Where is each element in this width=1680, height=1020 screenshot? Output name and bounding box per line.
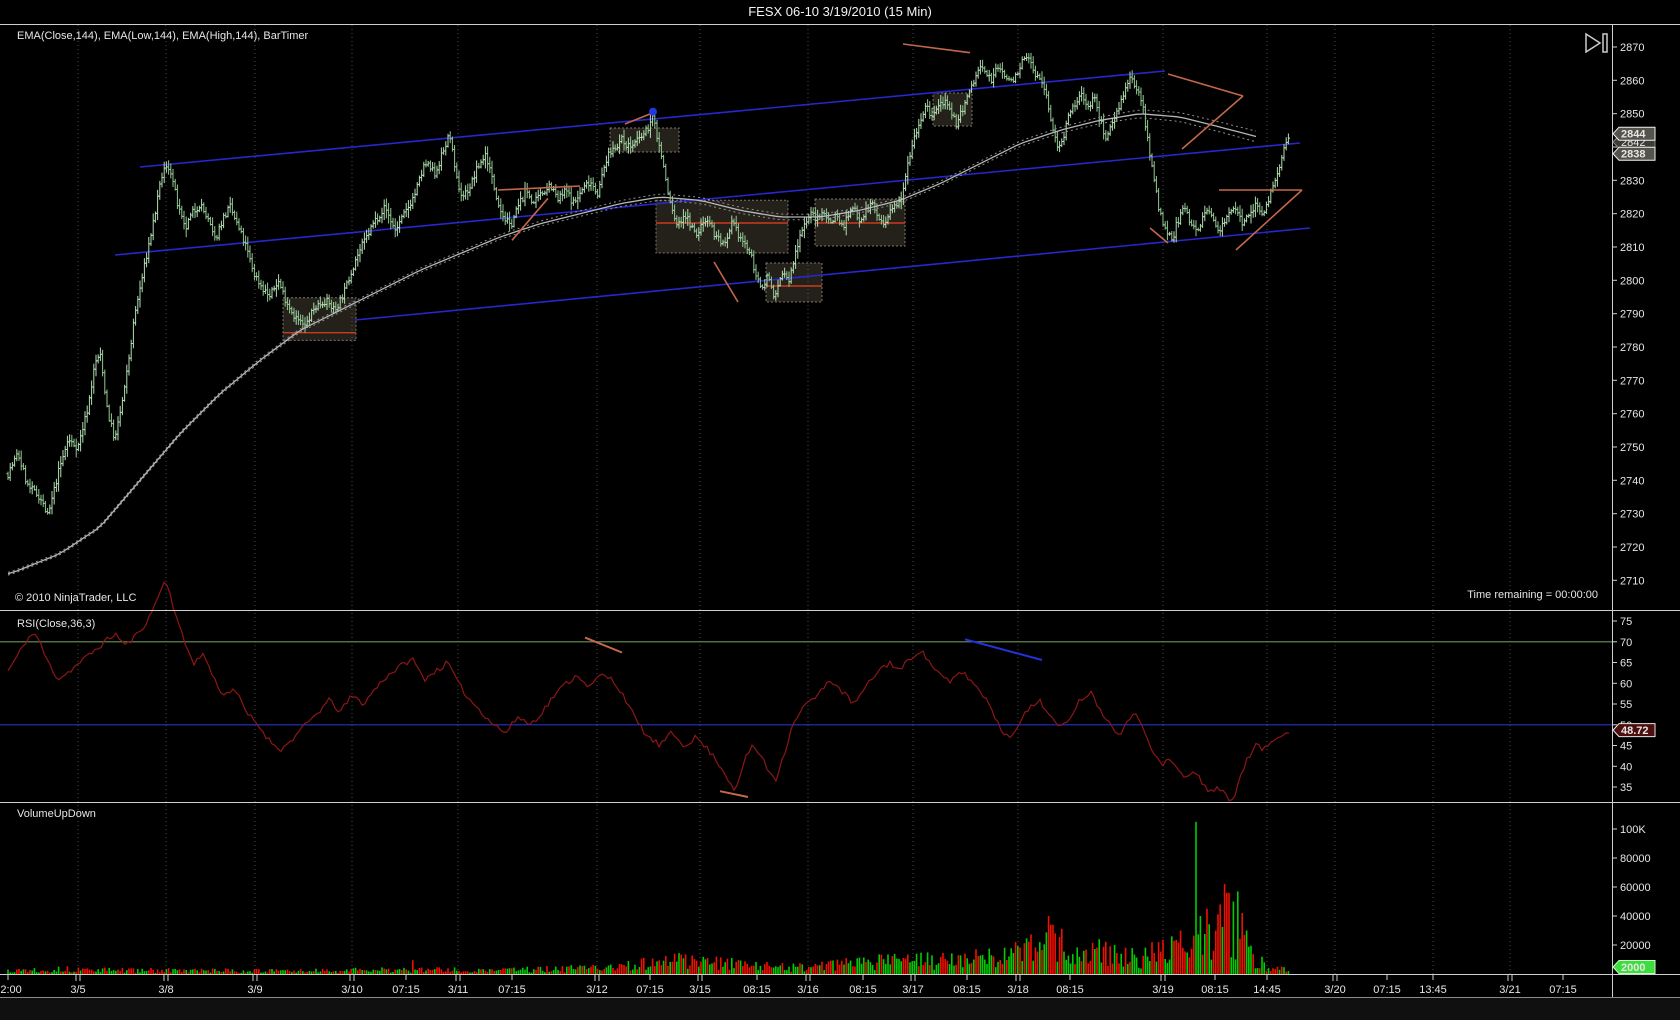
rsi-axis[interactable]: 354045505560657075 <box>1612 616 1632 794</box>
rsi-tick-label: 35 <box>1620 782 1632 794</box>
price-panel-legend: EMA(Close,144), EMA(Low,144), EMA(High,1… <box>17 30 309 42</box>
price-marker: 2838 <box>1612 146 1656 161</box>
time-tick-label: 3/11 <box>448 984 469 996</box>
price-tick-label: 2790 <box>1620 309 1644 321</box>
rsi-tick-label: 70 <box>1620 637 1632 649</box>
rsi-levels <box>0 641 1612 726</box>
svg-text:2844: 2844 <box>1621 129 1646 141</box>
chart-window-title: FESX 06-10 3/19/2010 (15 Min) <box>748 4 932 19</box>
time-tick-label: 13:45 <box>1419 984 1447 996</box>
price-annotations[interactable] <box>497 43 1303 303</box>
price-tick-label: 2810 <box>1620 242 1644 254</box>
time-tick-label: 08:15 <box>953 984 981 996</box>
price-tick-label: 2750 <box>1620 442 1644 454</box>
ema-band <box>7 109 1257 576</box>
price-tick-label: 2820 <box>1620 209 1644 221</box>
time-tick-label: 07:15 <box>392 984 420 996</box>
time-axis[interactable]: 02:00 3/5 3/8 3/9 3/10 07:15 3/11 07:15 3/12 07:1… <box>0 975 1577 996</box>
time-tick-label: 08:15 <box>1056 984 1084 996</box>
time-tick-label: 08:15 <box>849 984 877 996</box>
time-tick-label: 3/16 <box>797 984 818 996</box>
rsi-tick-label: 40 <box>1620 761 1632 773</box>
time-tick-label: 3/12 <box>586 984 607 996</box>
time-tick-label: 08:15 <box>1201 984 1229 996</box>
time-tick-label: 3/10 <box>341 984 362 996</box>
price-tick-label: 2730 <box>1620 509 1644 521</box>
time-tick-label: 08:15 <box>743 984 771 996</box>
price-tick-label: 2800 <box>1620 275 1644 287</box>
price-tick-label: 2740 <box>1620 475 1644 487</box>
time-tick-label: 3/17 <box>902 984 923 996</box>
price-tick-label: 2770 <box>1620 375 1644 387</box>
price-tick-label: 2850 <box>1620 109 1644 121</box>
price-tick-label: 2780 <box>1620 342 1644 354</box>
price-bars <box>6 52 1291 515</box>
rsi-tick-label: 55 <box>1620 699 1632 711</box>
time-tick-label: 07:15 <box>498 984 526 996</box>
rsi-tick-label: 45 <box>1620 741 1632 753</box>
volume-marker: 2000 <box>1612 960 1656 974</box>
time-tick-label: 3/21 <box>1499 984 1520 996</box>
price-tick-label: 2830 <box>1620 175 1644 187</box>
volume-tick-label: 60000 <box>1620 882 1651 894</box>
rsi-annotations[interactable] <box>584 636 1043 798</box>
price-tick-label: 2720 <box>1620 542 1644 554</box>
rsi-tick-label: 75 <box>1620 616 1632 628</box>
time-tick-label: 07:15 <box>636 984 664 996</box>
rsi-line <box>7 581 1290 802</box>
price-tick-label: 2870 <box>1620 42 1644 54</box>
time-tick-label: 3/8 <box>158 984 173 996</box>
rsi-marker: 48.72 <box>1612 723 1656 738</box>
volume-tick-label: 80000 <box>1620 853 1651 865</box>
time-tick-label: 3/20 <box>1324 984 1345 996</box>
volume-axis[interactable]: 100K 80000 60000 40000 20000 <box>1612 824 1651 952</box>
price-tick-label: 2710 <box>1620 575 1644 587</box>
price-tick-label: 2860 <box>1620 75 1644 87</box>
bar-timer-label: Time remaining = 00:00:00 <box>1467 589 1598 601</box>
time-tick-label: 07:15 <box>1373 984 1401 996</box>
svg-text:2000: 2000 <box>1621 962 1645 974</box>
time-tick-label: 3/18 <box>1007 984 1028 996</box>
rsi-tick-label: 60 <box>1620 678 1632 690</box>
consolidation-boxes <box>282 92 973 341</box>
panel-frame <box>0 24 1680 1020</box>
volume-tick-label: 20000 <box>1620 940 1651 952</box>
svg-text:2838: 2838 <box>1621 149 1645 161</box>
price-tick-label: 2760 <box>1620 409 1644 421</box>
price-axis[interactable]: 2710 2720 2730 2740 2750 2760 2770 2780 2790 2800… <box>1612 42 1644 587</box>
time-tick-label: 07:15 <box>1549 984 1577 996</box>
volume-tick-label: 100K <box>1620 824 1646 836</box>
time-tick-label: 3/9 <box>247 984 262 996</box>
time-tick-label: 02:00 <box>0 984 22 996</box>
copyright-label: © 2010 NinjaTrader, LLC <box>15 592 137 604</box>
session-gridlines <box>77 25 1511 974</box>
volume-bars <box>7 821 1290 975</box>
rsi-panel-legend: RSI(Close,36,3) <box>17 618 96 630</box>
time-tick-label: 3/15 <box>689 984 710 996</box>
price-marker: 2844 <box>1612 126 1656 141</box>
volume-tick-label: 40000 <box>1620 911 1651 923</box>
volume-panel-legend: VolumeUpDown <box>17 808 96 820</box>
go-to-end-icon[interactable] <box>1583 31 1611 55</box>
trend-channel-lines[interactable] <box>114 70 1311 321</box>
svg-text:48.72: 48.72 <box>1621 725 1649 737</box>
time-tick-label: 3/5 <box>70 984 85 996</box>
time-tick-label: 3/19 <box>1152 984 1173 996</box>
time-tick-label: 14:45 <box>1253 984 1281 996</box>
swing-high-dot <box>649 107 657 116</box>
rsi-tick-label: 65 <box>1620 658 1632 670</box>
